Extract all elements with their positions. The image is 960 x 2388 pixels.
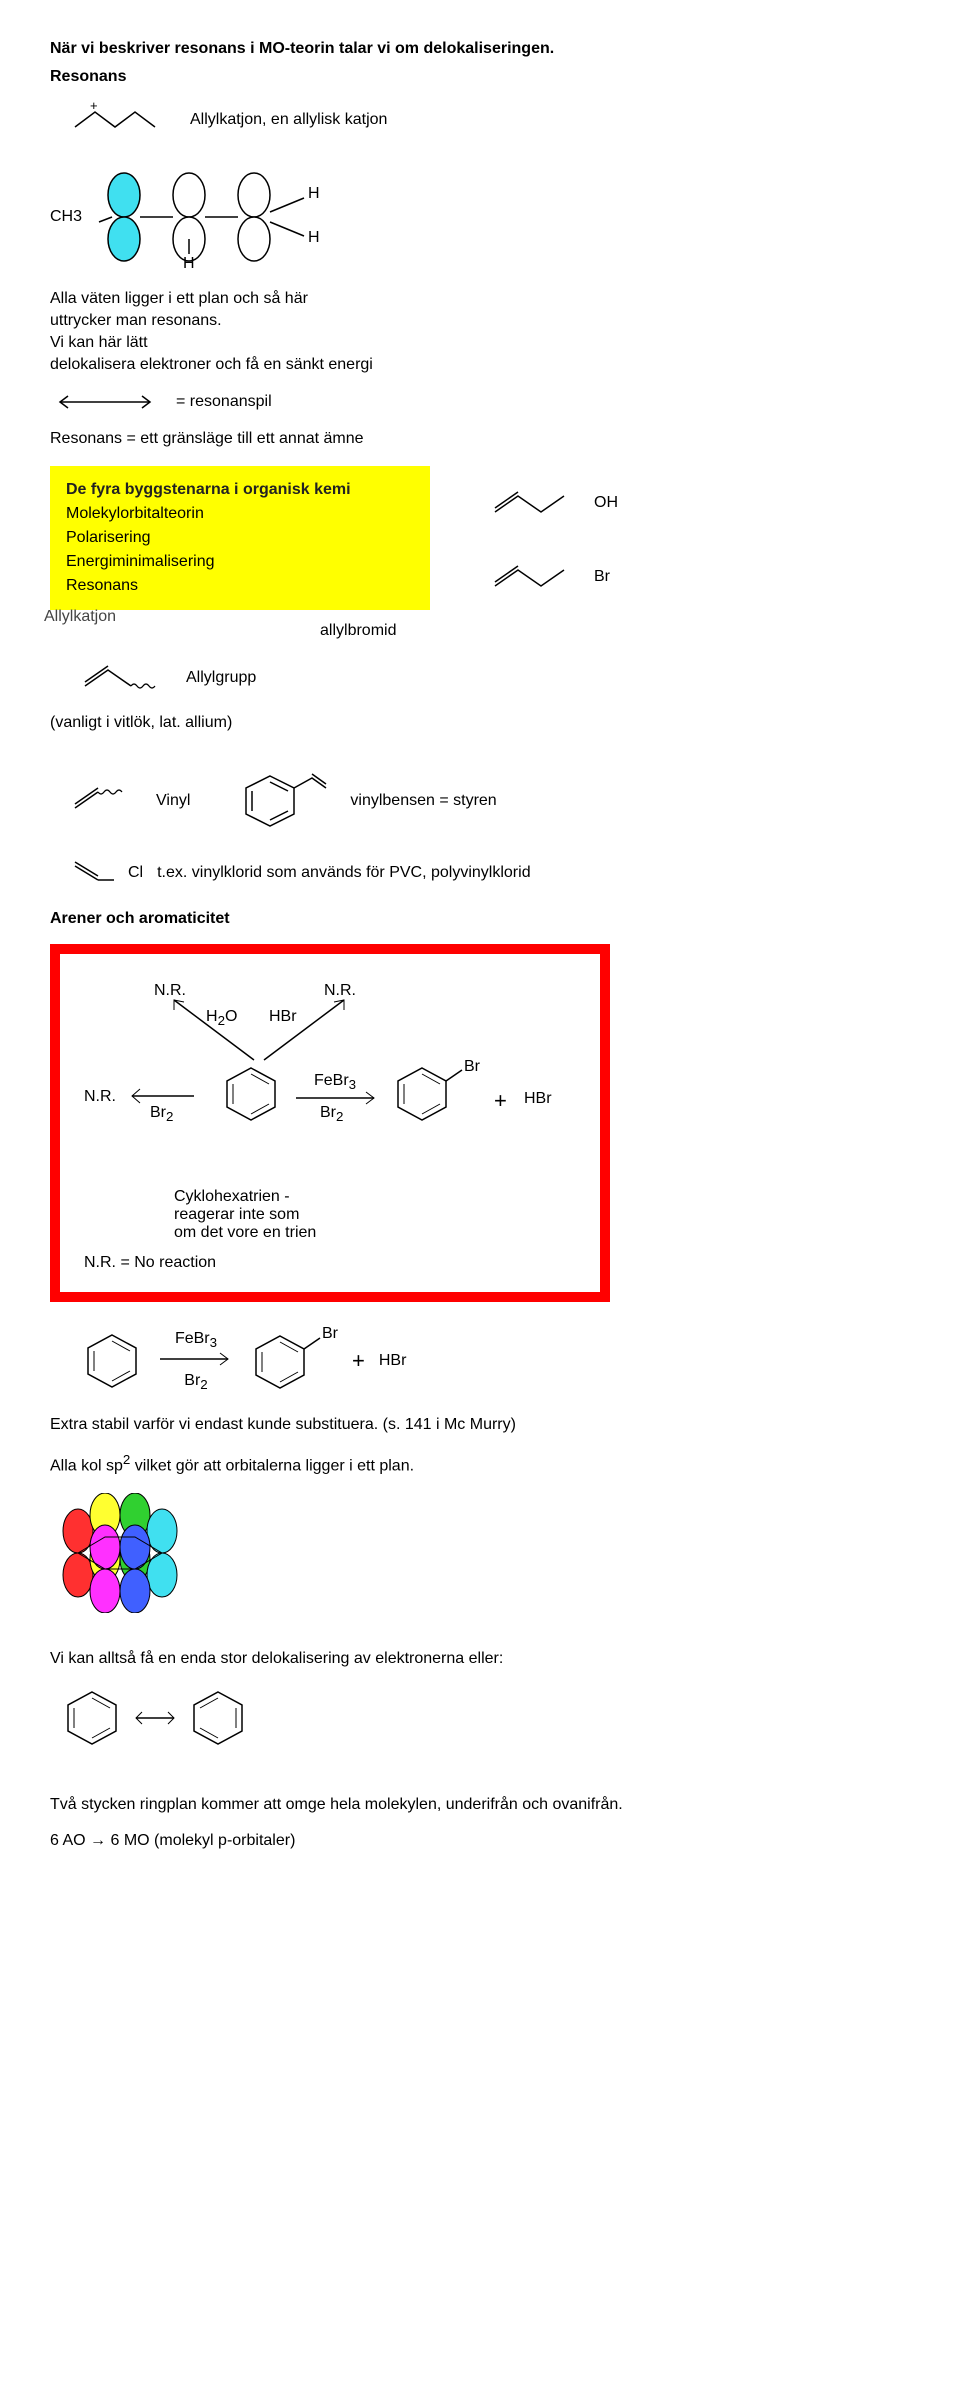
cyklo-l3: om det vore en trien [174, 1224, 576, 1242]
alla-kol-1: Alla kol sp [50, 1457, 123, 1474]
plus-1: + [494, 1088, 507, 1114]
febr3-label-2: FeBr3 [156, 1330, 236, 1350]
arrows-icon [144, 992, 374, 1072]
svg-text:H: H [308, 229, 320, 246]
nr-full: N.R. = No reaction [84, 1254, 576, 1272]
svg-text:Br: Br [322, 1325, 338, 1342]
benzene-2 [80, 1329, 144, 1393]
br-label-1: Br [594, 568, 610, 586]
allyl-cation-label: Allylkatjon, en allylisk katjon [190, 111, 387, 129]
allylgrupp-row: Allylgrupp [80, 660, 910, 696]
extra-stabil: Extra stabil varför vi endast kunde subs… [50, 1416, 910, 1434]
vaten-l4: delokalisera elektroner och få en sänkt … [50, 356, 910, 374]
cl-label: Cl [128, 864, 143, 882]
vinylbensen-label: vinylbensen = styren [350, 792, 496, 810]
delokalis-line: Vi kan alltså få en enda stor delokalise… [50, 1650, 910, 1668]
vaten-l2: uttrycker man resonans. [50, 312, 910, 330]
hbr-prod-1: HBr [524, 1090, 552, 1108]
vinylklorid-structure [70, 856, 126, 890]
allylgrupp-label: Allylgrupp [186, 669, 256, 687]
title: När vi beskriver resonans i MO-teorin ta… [50, 40, 910, 58]
vaten-l3: Vi kan här lätt [50, 334, 910, 352]
right-arrow-1 [292, 1088, 382, 1108]
resonanspil-label: = resonanspil [176, 393, 272, 411]
yellow-and-structures: De fyra byggstenarna i organisk kemi Mol… [50, 466, 910, 626]
yellow-l4: Resonans [66, 574, 414, 598]
cyklo-text: Cyklohexatrien - reagerar inte som om de… [174, 1188, 576, 1242]
allyl-cation-structure: + [70, 102, 160, 132]
tva-stycken: Två stycken ringplan kommer att omge hel… [50, 1796, 910, 1814]
benzene-1 [219, 1062, 283, 1126]
cyklo-l2: reagerar inte som [174, 1206, 576, 1224]
allyl-cation-row: + Allylkatjon, en allylisk katjon [50, 96, 910, 144]
resonanspil-row: = resonanspil [50, 392, 910, 412]
vinyl-row: Vinyl vinylbensen = styren [50, 764, 910, 838]
vinylklorid-line: t.ex. vinylklorid som används för PVC, p… [157, 864, 530, 882]
yellow-box: De fyra byggstenarna i organisk kemi Mol… [50, 466, 430, 610]
vitlok-line: (vanligt i vitlök, lat. allium) [50, 714, 910, 732]
svg-text:H: H [183, 255, 195, 272]
colored-orbitals [50, 1493, 910, 1618]
oh-label: OH [594, 494, 618, 512]
yellow-l3: Energiminimalisering [66, 550, 414, 574]
allyl-oh-structure [490, 486, 590, 520]
orbital-cyan-diagram: H H H [94, 162, 354, 272]
ch3-label: CH3 [50, 208, 82, 226]
red-frame: N.R. N.R. H2O HBr N.R. Br2 FeBr3 Br2 [50, 944, 610, 1302]
double-arrow-icon [50, 392, 160, 412]
right-structures: OH Br [490, 466, 618, 594]
second-reaction: FeBr3 Br2 Br + HBr [80, 1324, 910, 1398]
br2-label-2: Br2 [156, 1372, 236, 1392]
yellow-l1: Molekylorbitalteorin [66, 502, 414, 526]
vinyl-label: Vinyl [156, 792, 190, 810]
benzene-res-2 [186, 1686, 250, 1750]
vinylbensen-structure [240, 764, 330, 838]
arener-heading: Arener och aromaticitet [50, 910, 910, 928]
vinylklorid-row: Cl t.ex. vinylklorid som används för PVC… [50, 856, 910, 890]
svg-text:+: + [90, 102, 98, 113]
benzene-br-2: Br [248, 1324, 338, 1398]
orbital-diagram-row: CH3 H H H [50, 162, 910, 272]
allyl-br-structure [490, 560, 590, 594]
cyklo-l1: Cyklohexatrien - [174, 1188, 576, 1206]
allyl-group-structure [80, 660, 170, 696]
reaction-scheme: N.R. N.R. H2O HBr N.R. Br2 FeBr3 Br2 [84, 982, 576, 1182]
resonance-pair [60, 1686, 910, 1750]
gransl-line: Resonans = ett gränsläge till ett annat … [50, 430, 910, 448]
plus-2: + [352, 1348, 365, 1374]
hbr-prod-2: HBr [379, 1352, 407, 1370]
right-arrow-2 [156, 1351, 236, 1367]
resonans-heading: Resonans [50, 68, 910, 86]
six-ao: 6 AO → 6 MO (molekyl p-orbitaler) [50, 1832, 910, 1850]
yellow-l2: Polarisering [66, 526, 414, 550]
partial-allylkatjon: Allylkatjon [44, 608, 430, 626]
benzene-res-1 [60, 1686, 124, 1750]
vinyl-structure [70, 784, 140, 818]
svg-text:H: H [308, 185, 320, 202]
vaten-text: Alla väten ligger i ett plan och så här … [50, 290, 910, 374]
alla-kol-line: Alla kol sp2 vilket gör att orbitalerna … [50, 1452, 910, 1475]
br-product-1: Br [464, 1058, 480, 1076]
alla-kol-2: vilket gör att orbitalerna ligger i ett … [130, 1457, 414, 1474]
yellow-title: De fyra byggstenarna i organisk kemi [66, 478, 414, 502]
nr-left: N.R. [84, 1088, 116, 1106]
br2-left: Br2 [150, 1104, 173, 1124]
resonance-arrow [130, 1708, 180, 1728]
vaten-l1: Alla väten ligger i ett plan och så här [50, 290, 910, 308]
